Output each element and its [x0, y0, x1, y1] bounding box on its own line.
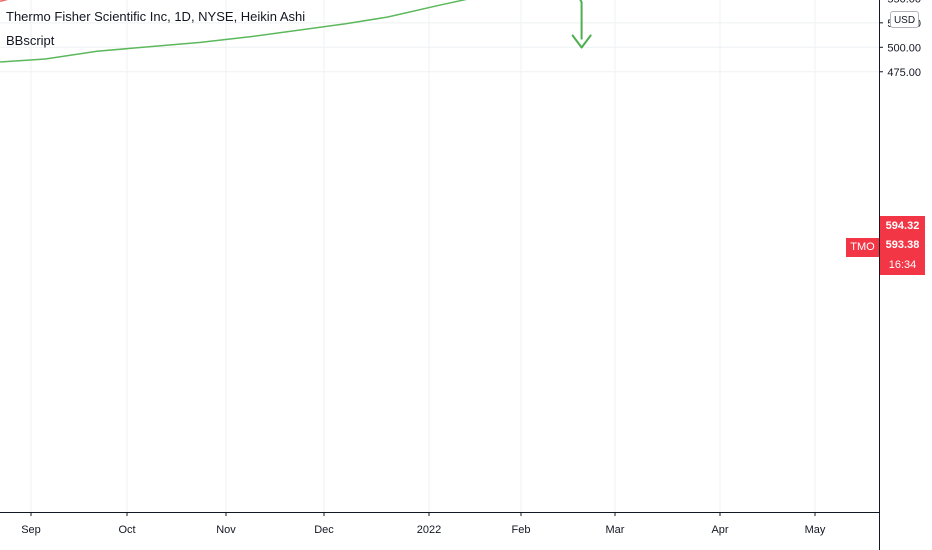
time-tick-label: Apr [711, 524, 728, 536]
time-tick-label: Feb [512, 524, 531, 536]
time-tick-label: May [805, 524, 826, 536]
time-tick-label: Sep [21, 524, 41, 536]
currency-button[interactable]: USD [890, 11, 919, 28]
price-tick-label: 475.00 [887, 67, 921, 79]
indicator-label[interactable]: BBscript [6, 33, 55, 48]
time-tick-label: Mar [606, 524, 625, 536]
price-tick-label: 500.00 [887, 42, 921, 54]
time-tick-label: Nov [216, 524, 236, 536]
high-price-tag: 594.32 [880, 216, 925, 236]
time-tick-label: Oct [118, 524, 135, 536]
ma-slow-line [0, 0, 468, 63]
time-tick-label: Dec [314, 524, 334, 536]
ticker-label: TMO [846, 238, 879, 257]
time-tick-label: 2022 [417, 524, 441, 536]
arrow-head [571, 34, 592, 49]
symbol-title: Thermo Fisher Scientific Inc, 1D, NYSE, … [6, 9, 306, 24]
price-tick-label: 550.00 [887, 0, 921, 5]
last-price-tag: 593.38 [880, 236, 925, 255]
countdown-tag: 16:34 [880, 255, 925, 275]
projection-arrow [579, 0, 583, 40]
